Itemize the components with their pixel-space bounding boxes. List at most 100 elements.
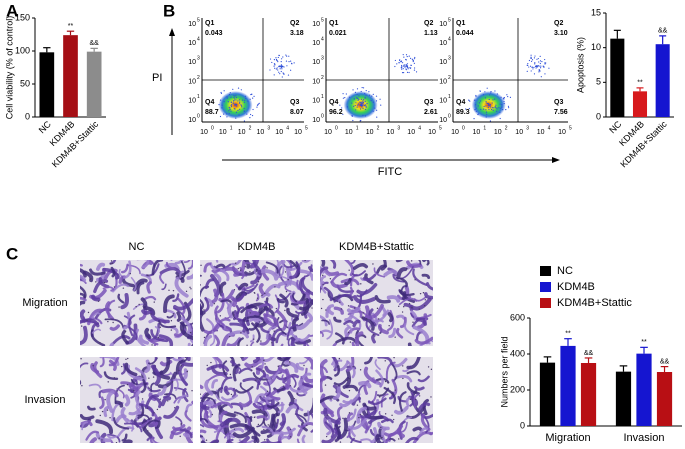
quadrant-value: 0.021 bbox=[329, 30, 347, 37]
row-label: Migration bbox=[22, 297, 67, 309]
cell bbox=[230, 296, 237, 308]
cell bbox=[172, 293, 180, 302]
cell-dot bbox=[234, 108, 236, 110]
cell-dot bbox=[357, 97, 359, 99]
x-tick-label: NC bbox=[607, 119, 624, 136]
cell bbox=[320, 330, 324, 338]
cell-dot bbox=[290, 60, 292, 62]
cell bbox=[323, 286, 334, 302]
cell-dot bbox=[249, 98, 251, 100]
column-label: KDM4B+Stattic bbox=[339, 241, 414, 253]
cell-dot bbox=[278, 54, 280, 57]
cell-dot bbox=[535, 67, 537, 69]
y-tick-base: 10 bbox=[439, 21, 447, 28]
bar bbox=[615, 371, 632, 426]
cell bbox=[128, 314, 136, 337]
cell bbox=[120, 293, 129, 310]
cell bbox=[324, 421, 335, 439]
pore bbox=[124, 330, 127, 332]
cell-dot bbox=[226, 96, 228, 98]
cell-dot bbox=[412, 59, 414, 61]
pore bbox=[303, 364, 305, 367]
cell bbox=[140, 273, 152, 284]
cell-dot bbox=[239, 99, 241, 101]
cell bbox=[292, 292, 298, 303]
cell bbox=[161, 283, 167, 291]
pore bbox=[306, 424, 308, 427]
cell bbox=[220, 394, 238, 402]
y-tick-base: 10 bbox=[439, 78, 447, 85]
cell-dot bbox=[223, 113, 225, 115]
cell bbox=[271, 327, 283, 346]
cell-dot bbox=[277, 56, 279, 59]
cell bbox=[333, 376, 350, 386]
cell bbox=[396, 267, 408, 280]
cell bbox=[398, 391, 407, 412]
pore bbox=[142, 412, 144, 414]
y-tick-base: 10 bbox=[439, 40, 447, 47]
cell-dot bbox=[352, 119, 354, 122]
quadrant-name: Q4 bbox=[329, 99, 338, 106]
cell bbox=[102, 286, 115, 291]
cell bbox=[252, 357, 261, 364]
pore bbox=[118, 306, 120, 308]
micrograph-cells bbox=[320, 357, 433, 443]
cell bbox=[246, 390, 252, 407]
cell bbox=[231, 357, 234, 359]
cell-dot bbox=[280, 64, 283, 66]
cell-dot bbox=[364, 108, 367, 111]
cell-dot bbox=[271, 61, 273, 64]
cell-dot bbox=[290, 62, 293, 64]
pore bbox=[240, 332, 242, 334]
cell bbox=[149, 437, 155, 443]
pore bbox=[342, 417, 344, 420]
cell bbox=[214, 292, 225, 314]
legend-label: NC bbox=[557, 265, 573, 277]
cell-dot bbox=[402, 65, 405, 67]
cell bbox=[394, 375, 413, 383]
cell bbox=[284, 267, 293, 288]
cell bbox=[305, 311, 313, 323]
cell bbox=[238, 367, 253, 374]
cell bbox=[398, 297, 418, 306]
cell-dot bbox=[355, 109, 357, 111]
pore bbox=[237, 267, 239, 270]
pore bbox=[304, 260, 306, 262]
pore bbox=[180, 365, 183, 367]
cell bbox=[324, 269, 340, 277]
cell-dot bbox=[364, 92, 366, 95]
x-tick-base: 10 bbox=[275, 129, 283, 136]
pore bbox=[277, 365, 279, 368]
cell-dot bbox=[232, 100, 234, 102]
cell-dot bbox=[358, 95, 360, 97]
cell-dot bbox=[275, 68, 277, 70]
pore bbox=[276, 422, 278, 424]
pore bbox=[259, 396, 261, 398]
cell-dot bbox=[488, 94, 491, 96]
significance-label: ** bbox=[641, 339, 647, 346]
x-tick-exponent: 4 bbox=[548, 125, 551, 131]
cell bbox=[350, 424, 356, 437]
y-tick-base: 10 bbox=[312, 40, 320, 47]
cell-dot bbox=[540, 76, 542, 78]
cell bbox=[114, 384, 125, 405]
cell bbox=[120, 381, 137, 392]
pore bbox=[260, 340, 262, 342]
cell-dot bbox=[258, 102, 260, 104]
y-axis-label: Cell viability (% of control) bbox=[4, 16, 14, 120]
cell bbox=[80, 414, 95, 421]
cell-dot bbox=[365, 94, 367, 96]
cell-dot bbox=[507, 105, 510, 107]
cell bbox=[209, 330, 216, 346]
legend-label: KDM4B bbox=[557, 281, 595, 293]
pore bbox=[259, 408, 262, 411]
cell bbox=[122, 439, 133, 443]
cell-dot bbox=[245, 97, 247, 100]
cell bbox=[237, 282, 249, 291]
cell bbox=[99, 357, 120, 366]
cell bbox=[351, 270, 366, 277]
x-tick-exponent: 3 bbox=[526, 125, 529, 131]
significance-label: && bbox=[89, 40, 99, 47]
cell-dot bbox=[548, 67, 550, 69]
cell bbox=[89, 437, 97, 443]
